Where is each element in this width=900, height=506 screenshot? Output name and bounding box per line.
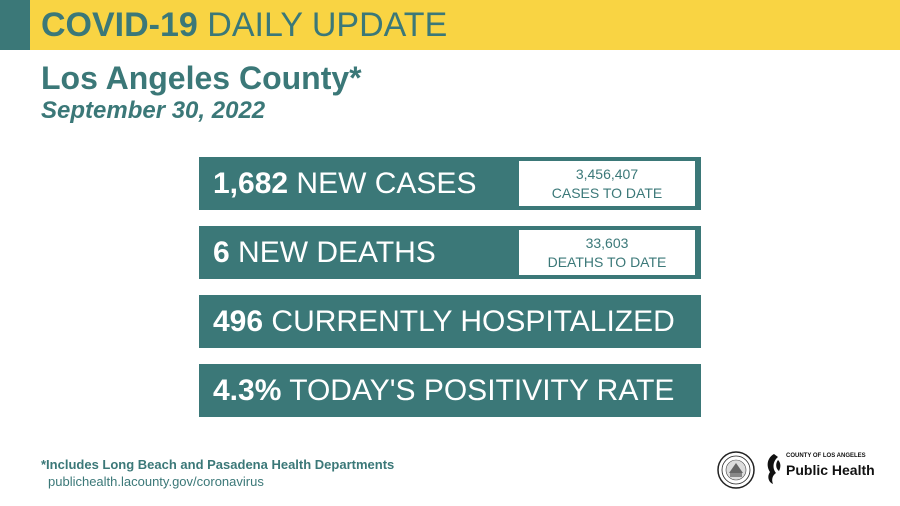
logo-small-text: COUNTY OF LOS ANGELES — [786, 453, 866, 459]
page-title: COVID-19 DAILY UPDATE — [41, 6, 447, 44]
new-deaths-number: 6 — [213, 236, 230, 269]
header-bar — [0, 0, 900, 50]
footnote: *Includes Long Beach and Pasadena Health… — [41, 457, 395, 472]
deaths-to-date-box: 33,603 DEATHS TO DATE — [519, 230, 695, 275]
new-cases-text: NEW CASES — [296, 167, 477, 200]
logo-big-text: Public Health — [786, 462, 875, 478]
new-cases-label: 1,682 NEW CASES — [213, 157, 476, 210]
county-seal-icon — [717, 451, 755, 489]
report-date: September 30, 2022 — [41, 97, 266, 124]
title-rest: DAILY UPDATE — [207, 6, 448, 44]
new-deaths-text: NEW DEATHS — [238, 236, 436, 269]
cases-to-date-value: 3,456,407 — [575, 166, 639, 182]
new-deaths-panel: 6 NEW DEATHS 33,603 DEATHS TO DATE — [199, 226, 701, 279]
public-health-logo: COUNTY OF LOS ANGELES Public Health — [764, 452, 876, 486]
cases-to-date-box: 3,456,407 CASES TO DATE — [519, 161, 695, 206]
positivity-panel: 4.3% TODAY'S POSITIVITY RATE — [199, 364, 701, 417]
hospitalized-number: 496 — [213, 305, 264, 338]
hospitalized-text: CURRENTLY HOSPITALIZED — [271, 305, 675, 338]
new-cases-number: 1,682 — [213, 167, 289, 200]
positivity-label: 4.3% TODAY'S POSITIVITY RATE — [213, 364, 674, 417]
county-name: Los Angeles County* — [41, 60, 362, 96]
deaths-to-date-value: 33,603 — [585, 235, 629, 251]
public-health-emblem-icon — [767, 454, 781, 484]
header-accent — [0, 0, 30, 50]
new-cases-panel: 1,682 NEW CASES 3,456,407 CASES TO DATE — [199, 157, 701, 210]
positivity-text: TODAY'S POSITIVITY RATE — [289, 374, 675, 407]
deaths-to-date-label: DEATHS TO DATE — [547, 254, 667, 270]
hospitalized-panel: 496 CURRENTLY HOSPITALIZED — [199, 295, 701, 348]
cases-to-date-label: CASES TO DATE — [551, 185, 663, 201]
title-bold: COVID-19 — [41, 6, 198, 44]
hospitalized-label: 496 CURRENTLY HOSPITALIZED — [213, 295, 675, 348]
source-url[interactable]: publichealth.lacounty.gov/coronavirus — [48, 474, 264, 489]
new-deaths-label: 6 NEW DEATHS — [213, 226, 436, 279]
positivity-number: 4.3% — [213, 374, 282, 407]
